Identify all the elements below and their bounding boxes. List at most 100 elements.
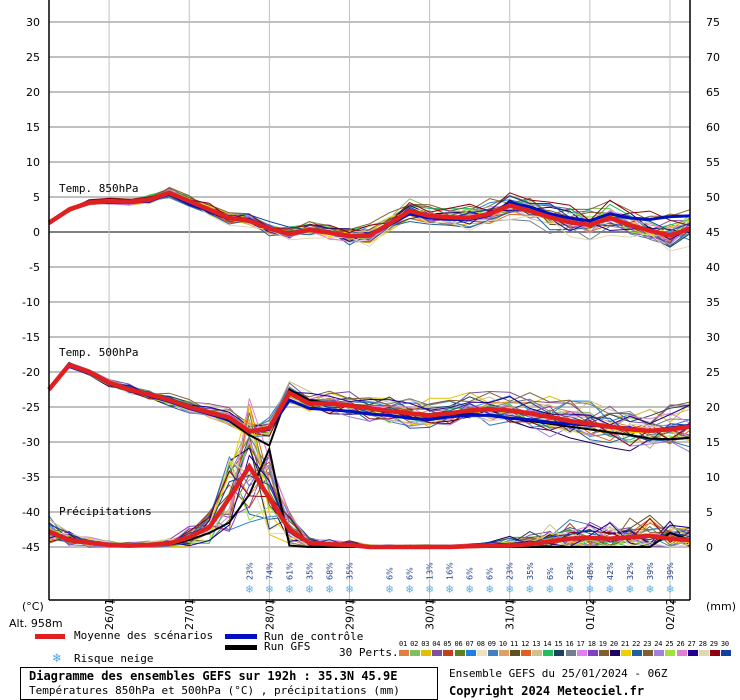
pert-swatch	[709, 650, 720, 656]
y-right-tick: 55	[706, 156, 720, 169]
pert-swatch	[609, 650, 620, 656]
snow-risk-pct: 35%	[305, 562, 314, 580]
pert-number: 22	[632, 640, 641, 648]
snow-risk-pct: 29%	[566, 562, 575, 580]
pert-swatch	[698, 650, 709, 656]
pert-number: 09	[487, 640, 496, 648]
pert-swatch	[521, 650, 532, 656]
x-date-label: 26/01	[103, 598, 116, 630]
snowflake-icon: ❄	[266, 582, 273, 596]
pert-number: 08	[476, 640, 485, 648]
y-left-tick: -5	[29, 261, 40, 274]
pert-number: 30	[720, 640, 729, 648]
pert-swatch	[654, 650, 665, 656]
altitude-label: Alt. 958m	[9, 617, 63, 630]
member-line-t850	[48, 194, 691, 252]
pert-number: 14	[543, 640, 552, 648]
snow-risk-pct: 39%	[646, 562, 655, 580]
copyright: Copyright 2024 Meteociel.fr	[449, 684, 645, 698]
pert-number: 24	[654, 640, 663, 648]
y-right-unit: (mm)	[706, 600, 736, 613]
snowflake-icon: ❄	[586, 582, 593, 596]
y-left-tick: -10	[22, 296, 40, 309]
pert-swatch	[621, 650, 631, 656]
pert-number: 13	[532, 640, 541, 648]
snow-risk-pct: 39%	[666, 562, 675, 580]
pert-number: 20	[609, 640, 618, 648]
y-left-tick: 15	[26, 121, 40, 134]
legend-mean-swatch	[35, 634, 65, 639]
snow-risk-pct: 6%	[466, 567, 475, 580]
pert-number: 10	[498, 640, 507, 648]
y-left-tick: -20	[22, 366, 40, 379]
pert-number: 28	[698, 640, 707, 648]
pert-number: 26	[676, 640, 685, 648]
pert-number: 18	[587, 640, 596, 648]
pert-swatch	[598, 650, 609, 656]
x-date-label: 02/02	[664, 598, 677, 630]
label-precip: Précipitations	[59, 505, 152, 518]
snowflake-icon: ❄	[446, 582, 453, 596]
snowflake-icon: ❄	[526, 582, 533, 596]
pert-number: 25	[665, 640, 674, 648]
snow-risk-pct: 23%	[506, 562, 515, 580]
snowflake-icon: ❄	[506, 582, 513, 596]
pert-swatch	[454, 650, 465, 656]
y-right-tick: 70	[706, 51, 720, 64]
pert-number: 03	[421, 640, 430, 648]
x-date-label: 28/01	[263, 598, 276, 630]
pert-number: 04	[432, 640, 441, 648]
snowflake-icon: ❄	[306, 582, 313, 596]
footer-title: Diagramme des ensembles GEFS sur 192h : …	[29, 669, 398, 683]
member-line-t500	[48, 362, 691, 445]
snowflake-icon: ❄	[466, 582, 473, 596]
snow-risk-pct: 42%	[606, 562, 615, 580]
y-left-tick: 30	[26, 16, 40, 29]
snowflake-icon: ❄	[486, 582, 493, 596]
x-date-label: 31/01	[504, 598, 517, 630]
pert-swatch	[487, 650, 498, 656]
label-t500: Temp. 500hPa	[59, 346, 138, 359]
pert-swatch	[665, 650, 676, 656]
y-right-tick: 35	[706, 296, 720, 309]
snowflake-icon: ❄	[566, 582, 573, 596]
snow-risk-pct: 74%	[265, 562, 274, 580]
pert-number: 19	[598, 640, 607, 648]
pert-number: 01	[399, 640, 408, 648]
snowflake-icon: ❄	[246, 582, 253, 596]
pert-swatch	[720, 650, 731, 656]
snow-risk-pct: 32%	[626, 562, 635, 580]
y-right-tick: 40	[706, 261, 720, 274]
snowflake-icon: ❄	[326, 582, 333, 596]
y-right-tick: 20	[706, 401, 720, 414]
pert-swatch	[410, 650, 421, 656]
y-right-tick: 60	[706, 121, 720, 134]
snow-risk-pct: 6%	[406, 567, 415, 580]
member-line-t500	[48, 363, 691, 444]
snow-risk-pct: 16%	[446, 562, 455, 580]
pert-swatch	[465, 650, 476, 656]
snowflake-icon: ❄	[666, 582, 673, 596]
snow-risk-pct: 13%	[426, 562, 435, 580]
pert-swatch	[476, 650, 487, 656]
label-t850: Temp. 850hPa	[59, 182, 138, 195]
snowflake-icon: ❄	[546, 582, 553, 596]
pert-number: 15	[554, 640, 563, 648]
pert-swatch	[554, 650, 565, 656]
snowflake-icon: ❄	[53, 651, 61, 666]
legend-gfs-label: Run GFS	[264, 640, 311, 653]
pert-swatch	[399, 650, 409, 656]
pert-number: 11	[510, 640, 519, 648]
main-series	[47, 190, 691, 550]
snowflake-icon: ❄	[626, 582, 633, 596]
x-date-label: 30/01	[424, 598, 437, 630]
member-line-precip	[48, 455, 691, 548]
y-right-tick: 45	[706, 226, 720, 239]
y-right-tick: 10	[706, 471, 720, 484]
pert-swatch	[498, 650, 509, 656]
pert-swatch	[421, 650, 432, 656]
pert-number: 02	[410, 640, 419, 648]
pert-swatch	[587, 650, 598, 656]
pert-swatch	[510, 650, 520, 656]
y-left-tick: 25	[26, 51, 40, 64]
